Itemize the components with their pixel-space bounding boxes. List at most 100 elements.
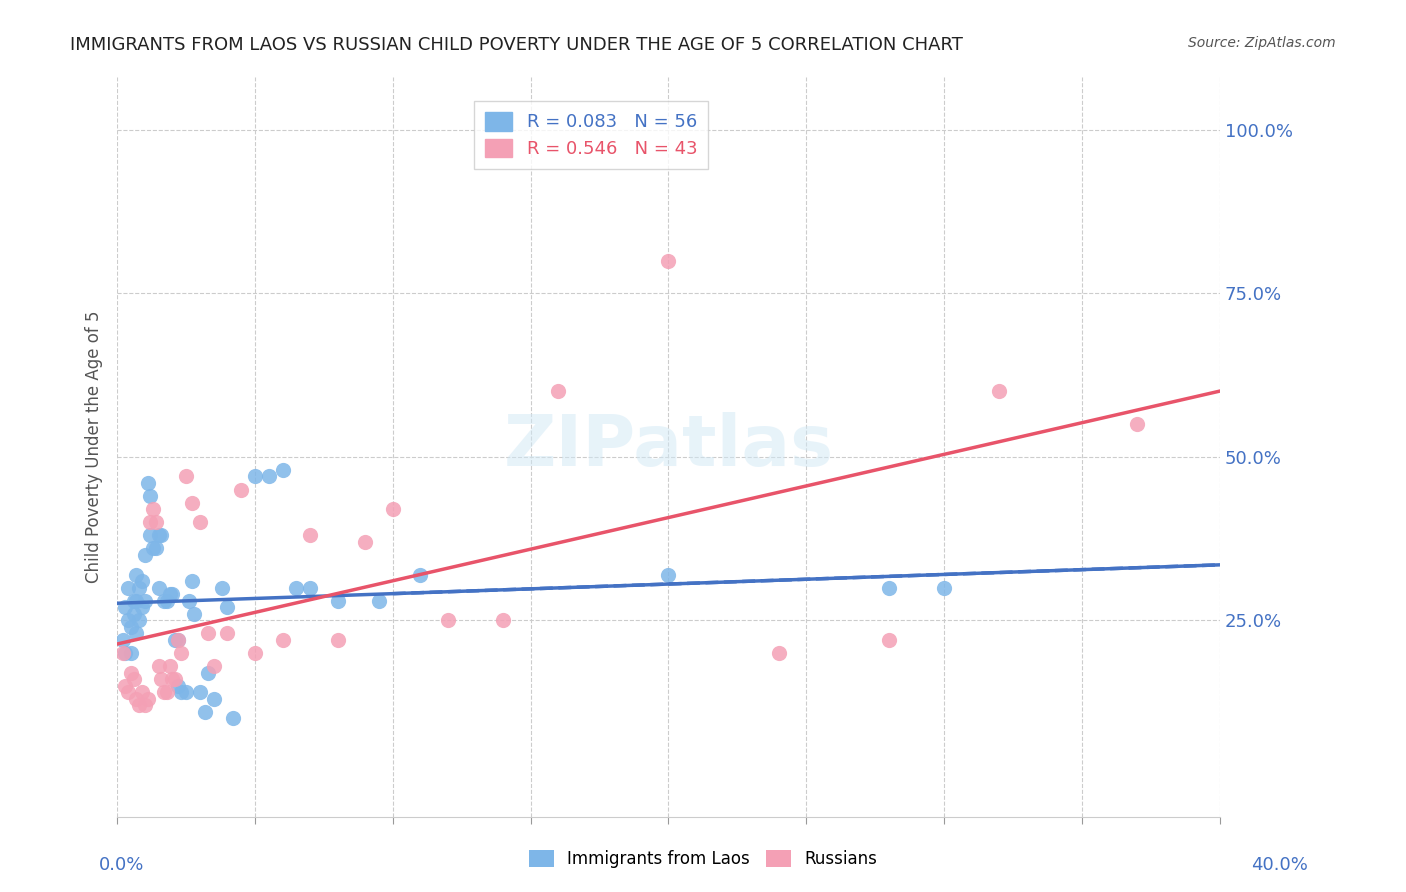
Point <box>134 548 156 562</box>
Point <box>131 685 153 699</box>
Text: IMMIGRANTS FROM LAOS VS RUSSIAN CHILD POVERTY UNDER THE AGE OF 5 CORRELATION CHA: IMMIGRANTS FROM LAOS VS RUSSIAN CHILD PO… <box>70 36 963 54</box>
Text: 0.0%: 0.0% <box>98 856 143 874</box>
Point <box>136 691 159 706</box>
Point <box>326 593 349 607</box>
Point <box>326 632 349 647</box>
Point <box>114 679 136 693</box>
Point <box>368 593 391 607</box>
Point <box>271 463 294 477</box>
Point <box>169 685 191 699</box>
Point <box>231 483 253 497</box>
Point <box>299 581 322 595</box>
Point <box>120 620 142 634</box>
Point <box>120 646 142 660</box>
Point <box>117 613 139 627</box>
Point <box>243 646 266 660</box>
Point <box>153 593 176 607</box>
Point <box>117 581 139 595</box>
Point <box>142 502 165 516</box>
Point <box>122 593 145 607</box>
Point <box>211 581 233 595</box>
Point <box>381 502 404 516</box>
Point <box>165 672 187 686</box>
Point <box>217 626 239 640</box>
Point <box>166 679 188 693</box>
Point <box>202 691 225 706</box>
Point <box>166 632 188 647</box>
Point <box>136 475 159 490</box>
Point <box>988 384 1011 399</box>
Point <box>271 632 294 647</box>
Point <box>114 646 136 660</box>
Point <box>122 607 145 621</box>
Y-axis label: Child Poverty Under the Age of 5: Child Poverty Under the Age of 5 <box>86 310 103 583</box>
Point <box>877 581 900 595</box>
Point <box>145 541 167 556</box>
Point <box>148 659 170 673</box>
Point <box>932 581 955 595</box>
Point <box>153 685 176 699</box>
Point <box>162 672 184 686</box>
Text: Source: ZipAtlas.com: Source: ZipAtlas.com <box>1188 36 1336 50</box>
Point <box>165 632 187 647</box>
Point <box>111 646 134 660</box>
Point <box>159 659 181 673</box>
Point <box>285 581 308 595</box>
Point <box>162 587 184 601</box>
Point <box>150 528 173 542</box>
Point <box>197 626 219 640</box>
Point <box>257 469 280 483</box>
Point <box>409 567 432 582</box>
Point <box>159 587 181 601</box>
Point <box>148 581 170 595</box>
Point <box>180 574 202 588</box>
Point <box>354 534 377 549</box>
Point <box>547 384 569 399</box>
Point <box>128 613 150 627</box>
Point <box>243 469 266 483</box>
Point <box>120 665 142 680</box>
Point <box>437 613 460 627</box>
Point <box>217 600 239 615</box>
Point <box>194 705 217 719</box>
Point <box>166 632 188 647</box>
Point <box>111 632 134 647</box>
Point <box>877 632 900 647</box>
Point <box>117 685 139 699</box>
Text: 40.0%: 40.0% <box>1251 856 1308 874</box>
Point <box>125 626 148 640</box>
Point <box>299 528 322 542</box>
Point <box>174 685 197 699</box>
Point <box>222 711 245 725</box>
Point <box>122 672 145 686</box>
Point <box>131 574 153 588</box>
Point <box>156 685 179 699</box>
Point <box>183 607 205 621</box>
Point <box>202 659 225 673</box>
Point <box>188 515 211 529</box>
Point <box>128 698 150 713</box>
Text: ZIPatlas: ZIPatlas <box>503 412 834 482</box>
Point <box>139 489 162 503</box>
Point <box>156 593 179 607</box>
Point <box>125 567 148 582</box>
Point <box>134 593 156 607</box>
Point <box>169 646 191 660</box>
Legend: Immigrants from Laos, Russians: Immigrants from Laos, Russians <box>522 843 884 875</box>
Point <box>177 593 200 607</box>
Point <box>197 665 219 680</box>
Point <box>131 600 153 615</box>
Point <box>657 567 679 582</box>
Point <box>768 646 790 660</box>
Point <box>1126 417 1149 431</box>
Point <box>145 515 167 529</box>
Point <box>142 541 165 556</box>
Point <box>125 593 148 607</box>
Point <box>188 685 211 699</box>
Point <box>174 469 197 483</box>
Point <box>657 253 679 268</box>
Point <box>139 528 162 542</box>
Legend: R = 0.083   N = 56, R = 0.546   N = 43: R = 0.083 N = 56, R = 0.546 N = 43 <box>474 102 709 169</box>
Point <box>134 698 156 713</box>
Point <box>139 515 162 529</box>
